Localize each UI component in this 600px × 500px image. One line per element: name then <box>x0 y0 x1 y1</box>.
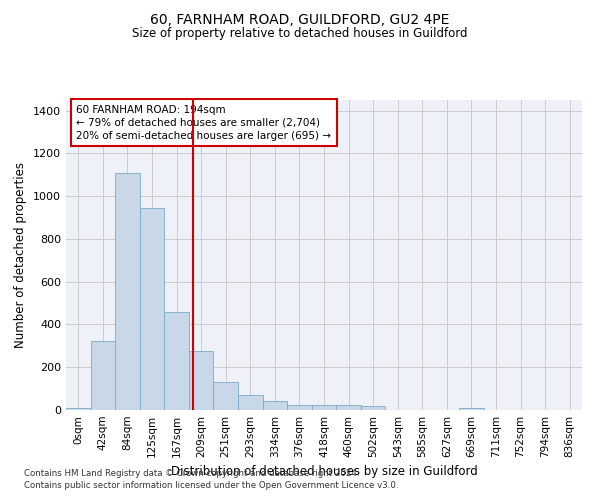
Bar <box>214 382 238 410</box>
Text: Contains public sector information licensed under the Open Government Licence v3: Contains public sector information licen… <box>24 481 398 490</box>
Bar <box>263 402 287 410</box>
Bar <box>91 340 115 410</box>
Bar <box>459 408 484 410</box>
Text: Contains HM Land Registry data © Crown copyright and database right 2024.: Contains HM Land Registry data © Crown c… <box>24 468 359 477</box>
Bar <box>66 408 91 410</box>
Bar <box>164 312 189 410</box>
Text: Size of property relative to detached houses in Guildford: Size of property relative to detached ho… <box>132 28 468 40</box>
Text: 60, FARNHAM ROAD, GUILDFORD, GU2 4PE: 60, FARNHAM ROAD, GUILDFORD, GU2 4PE <box>151 12 449 26</box>
Bar <box>361 406 385 410</box>
Bar <box>336 404 361 410</box>
Bar <box>189 351 214 410</box>
Bar <box>287 404 312 410</box>
Bar <box>140 208 164 410</box>
X-axis label: Distribution of detached houses by size in Guildford: Distribution of detached houses by size … <box>170 466 478 478</box>
Bar <box>312 404 336 410</box>
Bar <box>238 395 263 410</box>
Y-axis label: Number of detached properties: Number of detached properties <box>14 162 28 348</box>
Text: 60 FARNHAM ROAD: 194sqm
← 79% of detached houses are smaller (2,704)
20% of semi: 60 FARNHAM ROAD: 194sqm ← 79% of detache… <box>76 104 331 141</box>
Bar <box>115 172 140 410</box>
